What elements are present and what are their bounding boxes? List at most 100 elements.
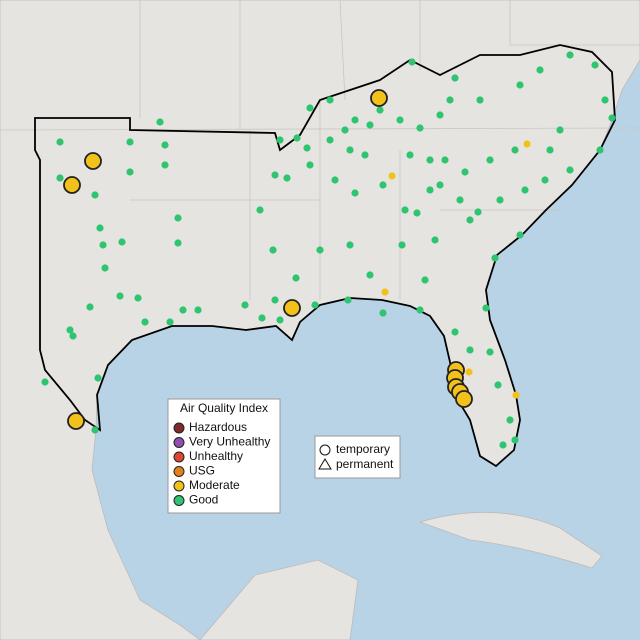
state-borders bbox=[0, 0, 640, 300]
site-good bbox=[406, 151, 414, 159]
site-good bbox=[166, 318, 174, 326]
site-good bbox=[591, 61, 599, 69]
legend-label: Hazardous bbox=[189, 420, 247, 434]
cuba bbox=[418, 511, 603, 569]
site-good bbox=[306, 161, 314, 169]
site-moderate-small bbox=[512, 391, 520, 399]
site-good bbox=[194, 306, 202, 314]
site-good bbox=[601, 96, 609, 104]
site-good bbox=[413, 209, 421, 217]
site-good bbox=[431, 236, 439, 244]
site-good bbox=[179, 306, 187, 314]
site-good bbox=[326, 96, 334, 104]
region-outline bbox=[34, 44, 616, 468]
site-good bbox=[396, 116, 404, 124]
site-moderate bbox=[84, 152, 102, 170]
legend-title: Air Quality Index bbox=[180, 401, 268, 415]
site-good bbox=[541, 176, 549, 184]
site-good bbox=[303, 144, 311, 152]
site-good bbox=[91, 191, 99, 199]
site-good bbox=[451, 328, 459, 336]
site-good bbox=[474, 208, 482, 216]
site-good bbox=[174, 214, 182, 222]
site-good bbox=[461, 168, 469, 176]
site-moderate-small bbox=[388, 172, 396, 180]
site-good bbox=[96, 224, 104, 232]
site-good bbox=[86, 303, 94, 311]
site-good bbox=[126, 138, 134, 146]
site-good bbox=[118, 238, 126, 246]
site-good bbox=[56, 138, 64, 146]
site-good bbox=[141, 318, 149, 326]
site-good bbox=[379, 309, 387, 317]
site-good bbox=[376, 106, 384, 114]
site-good bbox=[566, 51, 574, 59]
site-good bbox=[316, 246, 324, 254]
site-good bbox=[536, 66, 544, 74]
site-good bbox=[361, 151, 369, 159]
site-moderate-small bbox=[523, 140, 531, 148]
site-good bbox=[511, 436, 519, 444]
site-good bbox=[516, 81, 524, 89]
site-moderate bbox=[63, 176, 81, 194]
site-good bbox=[511, 146, 519, 154]
triangle-symbol bbox=[318, 458, 332, 470]
site-good bbox=[486, 348, 494, 356]
legend-swatch bbox=[173, 466, 185, 477]
site-good bbox=[293, 134, 301, 142]
shape-label: permanent bbox=[336, 457, 394, 471]
site-good bbox=[379, 181, 387, 189]
site-good bbox=[271, 171, 279, 179]
site-good bbox=[516, 231, 524, 239]
site-good bbox=[156, 118, 164, 126]
site-good bbox=[426, 156, 434, 164]
site-good bbox=[276, 136, 284, 144]
legend-label: Good bbox=[189, 493, 218, 507]
site-good bbox=[271, 296, 279, 304]
legend-swatch bbox=[173, 480, 185, 492]
site-good bbox=[556, 126, 564, 134]
site-good bbox=[451, 74, 459, 82]
site-good bbox=[66, 326, 74, 334]
site-good bbox=[398, 241, 406, 249]
yucatan bbox=[199, 559, 359, 640]
site-moderate-small bbox=[465, 368, 473, 376]
site-good bbox=[276, 316, 284, 324]
site-good bbox=[292, 274, 300, 282]
site-moderate bbox=[67, 412, 85, 430]
site-good bbox=[546, 146, 554, 154]
circle-symbol bbox=[319, 444, 331, 456]
legend-label: Moderate bbox=[189, 478, 240, 492]
site-good bbox=[351, 189, 359, 197]
site-good bbox=[99, 241, 107, 249]
site-good bbox=[283, 174, 291, 182]
site-good bbox=[41, 378, 49, 386]
site-moderate bbox=[455, 390, 473, 408]
site-good bbox=[421, 276, 429, 284]
site-good bbox=[331, 176, 339, 184]
site-good bbox=[596, 146, 604, 154]
site-good bbox=[499, 441, 507, 449]
site-good bbox=[366, 271, 374, 279]
site-good bbox=[436, 181, 444, 189]
site-good bbox=[161, 141, 169, 149]
site-good bbox=[241, 301, 249, 309]
site-good bbox=[256, 206, 264, 214]
legend-label: Very Unhealthy bbox=[189, 435, 270, 449]
legend-swatch bbox=[173, 495, 185, 506]
shape-label: temporary bbox=[336, 442, 390, 456]
site-good bbox=[306, 104, 314, 112]
site-good bbox=[341, 126, 349, 134]
site-good bbox=[436, 111, 444, 119]
site-good bbox=[506, 416, 514, 424]
site-good bbox=[566, 166, 574, 174]
site-moderate bbox=[283, 299, 301, 317]
site-good bbox=[466, 346, 474, 354]
site-good bbox=[416, 306, 424, 314]
site-good bbox=[426, 186, 434, 194]
site-good bbox=[174, 239, 182, 247]
legend-label: Unhealthy bbox=[189, 449, 243, 463]
